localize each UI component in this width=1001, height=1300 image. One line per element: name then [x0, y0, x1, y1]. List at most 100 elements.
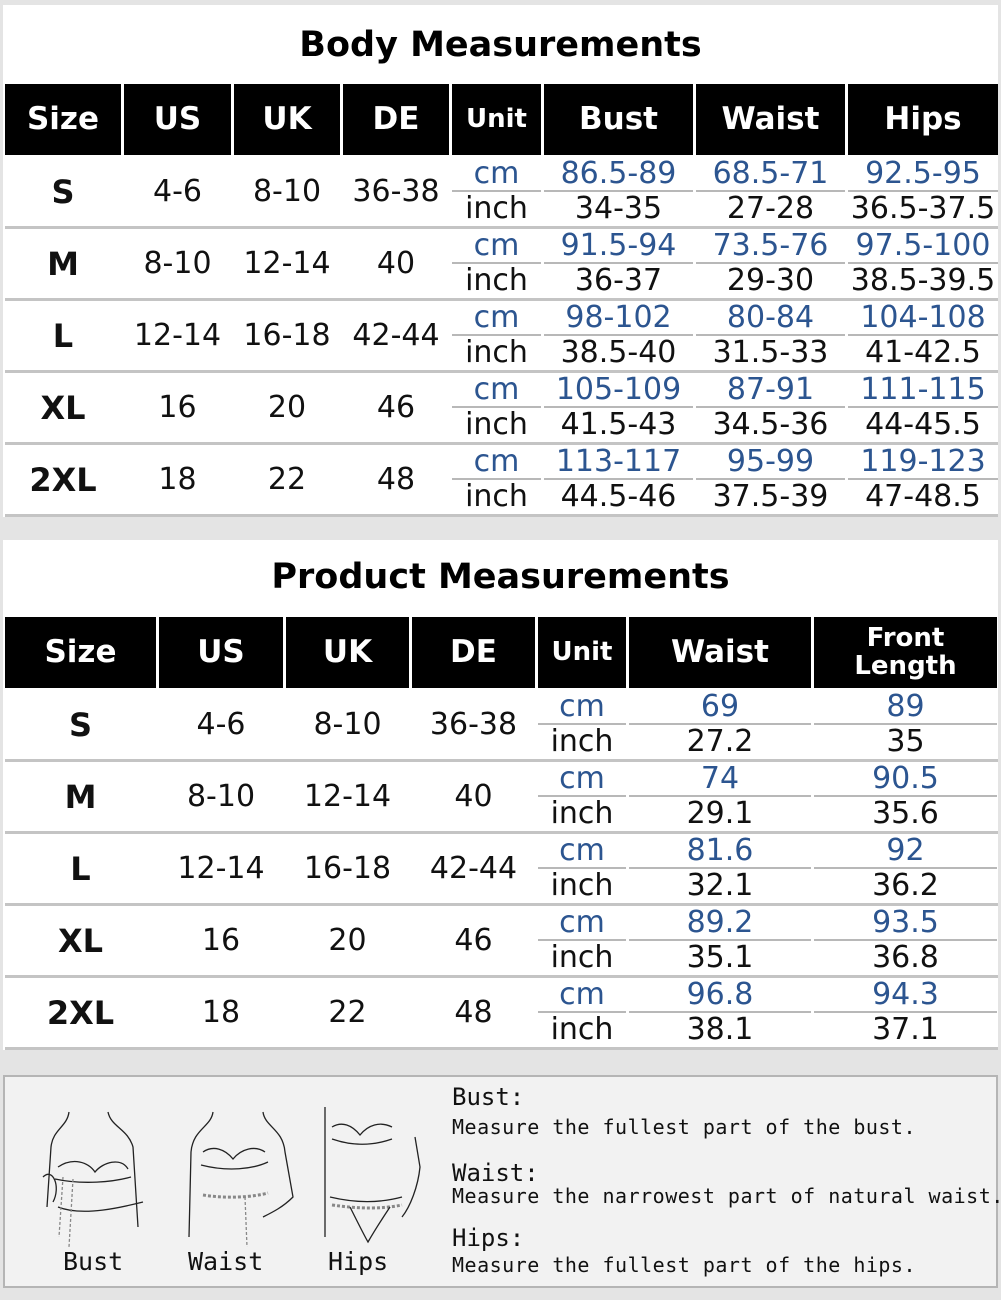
cm-unit-label: cm [538, 690, 626, 725]
cm-value: 91.5-94 [544, 229, 693, 264]
inch-value: 38.5-39.5 [850, 262, 996, 298]
inch-unit-label: inch [550, 867, 614, 903]
hips-figure-illustration [324, 1107, 421, 1244]
bust-guide-heading: Bust: [452, 1083, 525, 1111]
header-cell: DE [343, 84, 449, 155]
header-cell: Hips [848, 84, 998, 155]
measurement-cell: 74 29.1 [629, 762, 811, 831]
inch-value: 36.2 [872, 867, 939, 903]
waist-figure-illustration [188, 1111, 294, 1247]
table-row: L 12-14 16-18 42-44 cm inch 81.6 32.1 92 36.2 [5, 834, 998, 906]
cm-value: 105-109 [544, 373, 693, 408]
measurement-cell: 95-99 37.5-39 [696, 445, 845, 514]
cm-value: 80-84 [696, 301, 845, 336]
cm-value: 68.5-71 [696, 157, 845, 192]
unit-cell: cm inch [452, 229, 541, 298]
cm-value: 94.3 [814, 978, 997, 1013]
uk-size-cell: 8-10 [313, 707, 382, 742]
unit-cell: cm inch [538, 906, 626, 975]
header-cell: Size [5, 617, 156, 688]
measurement-cell: 81.6 32.1 [629, 834, 811, 903]
us-size-cell: 16 [158, 390, 197, 425]
inch-value: 37.1 [872, 1011, 939, 1047]
size-cell: XL [57, 921, 104, 960]
size-cell: XL [40, 388, 86, 427]
bust-figure-label: Bust [63, 1247, 124, 1276]
size-cell: 2XL [29, 460, 97, 499]
measurement-cell: 87-91 34.5-36 [696, 373, 845, 442]
inch-value: 35.1 [686, 939, 754, 975]
measurement-cell: 73.5-76 29-30 [696, 229, 845, 298]
measurement-cell: 69 27.2 [629, 690, 811, 759]
inch-value: 29-30 [726, 262, 815, 298]
inch-value: 31.5-33 [712, 334, 829, 370]
size-cell: 2XL [46, 993, 115, 1032]
measurement-cell: 92.5-95 36.5-37.5 [848, 157, 998, 226]
bust-figure-illustration [42, 1111, 144, 1247]
cm-value: 93.5 [814, 906, 997, 941]
cm-value: 69 [629, 690, 811, 725]
header-cell: Waist [696, 84, 845, 155]
unit-cell: cm inch [452, 445, 541, 514]
uk-size-cell: 8-10 [252, 174, 322, 209]
de-size-cell: 40 [376, 246, 416, 281]
table-row: M 8-10 12-14 40 cm inch 91.5-94 36-37 73.5-76 29-… [5, 229, 998, 301]
hips-figure-label: Hips [328, 1247, 389, 1276]
measurement-cell: 90.5 35.6 [814, 762, 997, 831]
us-size-cell: 18 [201, 995, 241, 1030]
waist-guide-text: Measure the narrowest part of natural wa… [452, 1184, 1001, 1208]
us-size-cell: 8-10 [186, 779, 256, 814]
measurement-cell: 111-115 44-45.5 [848, 373, 998, 442]
header-row: Size US UK DE Unit Waist Front Length [5, 617, 998, 688]
measurement-cell: 92 36.2 [814, 834, 997, 903]
cm-unit-label: cm [452, 229, 541, 264]
body-measurements-table: Size US UK DE Unit Bust Waist Hips S 4-6 8-10 36-38… [5, 84, 998, 517]
hips-guide-text: Measure the fullest part of the hips. [452, 1253, 917, 1277]
cm-value: 98-102 [544, 301, 693, 336]
cm-unit-label: cm [538, 906, 626, 941]
de-size-cell: 46 [454, 923, 493, 958]
cm-unit-label: cm [538, 762, 626, 797]
unit-cell: cm inch [452, 301, 541, 370]
inch-unit-label: inch [465, 334, 528, 370]
size-cell: S [68, 705, 93, 744]
cm-unit-label: cm [452, 301, 541, 336]
measurement-cell: 98-102 38.5-40 [544, 301, 693, 370]
inch-value: 37.5-39 [712, 478, 829, 514]
inch-unit-label: inch [465, 190, 528, 226]
uk-size-cell: 22 [267, 462, 307, 497]
cm-value: 92.5-95 [848, 157, 998, 192]
table-row: L 12-14 16-18 42-44 cm inch 98-102 38.5-40 80-84… [5, 301, 998, 373]
de-size-cell: 42-44 [352, 318, 440, 353]
header-cell: UK [234, 84, 340, 155]
us-size-cell: 16 [201, 923, 241, 958]
measurement-cell: 94.3 37.1 [814, 978, 997, 1047]
inch-unit-label: inch [550, 1011, 614, 1047]
table-row: 2XL 18 22 48 cm inch 113-117 44.5-46 95-99 37.5-3… [5, 445, 998, 517]
inch-value: 35 [886, 723, 925, 759]
bust-guide-text: Measure the fullest part of the bust. [452, 1115, 917, 1139]
header-cell: Size [5, 84, 121, 155]
table-row: XL 16 20 46 cm inch 105-109 41.5-43 87-91 34.5-36… [5, 373, 998, 445]
cm-unit-label: cm [538, 834, 626, 869]
inch-unit-label: inch [465, 262, 528, 298]
cm-value: 90.5 [814, 762, 997, 797]
inch-value: 27.2 [686, 723, 754, 759]
size-cell: S [51, 172, 75, 211]
us-size-cell: 18 [158, 462, 197, 497]
measurement-cell: 91.5-94 36-37 [544, 229, 693, 298]
cm-value: 96.8 [629, 978, 811, 1013]
inch-unit-label: inch [550, 939, 614, 975]
measurement-cell: 86.5-89 34-35 [544, 157, 693, 226]
unit-cell: cm inch [538, 762, 626, 831]
header-cell: Unit [538, 617, 626, 688]
cm-unit-label: cm [538, 978, 626, 1013]
waist-guide-heading: Waist: [452, 1159, 539, 1187]
us-size-cell: 12-14 [133, 318, 222, 353]
unit-cell: cm inch [538, 834, 626, 903]
size-cell: M [47, 244, 79, 283]
product-measurements-table: Size US UK DE Unit Waist Front Length S 4-6 8-10 3… [5, 617, 998, 1050]
de-size-cell: 48 [454, 995, 493, 1030]
cm-value: 111-115 [848, 373, 998, 408]
header-cell: Waist [629, 617, 811, 688]
